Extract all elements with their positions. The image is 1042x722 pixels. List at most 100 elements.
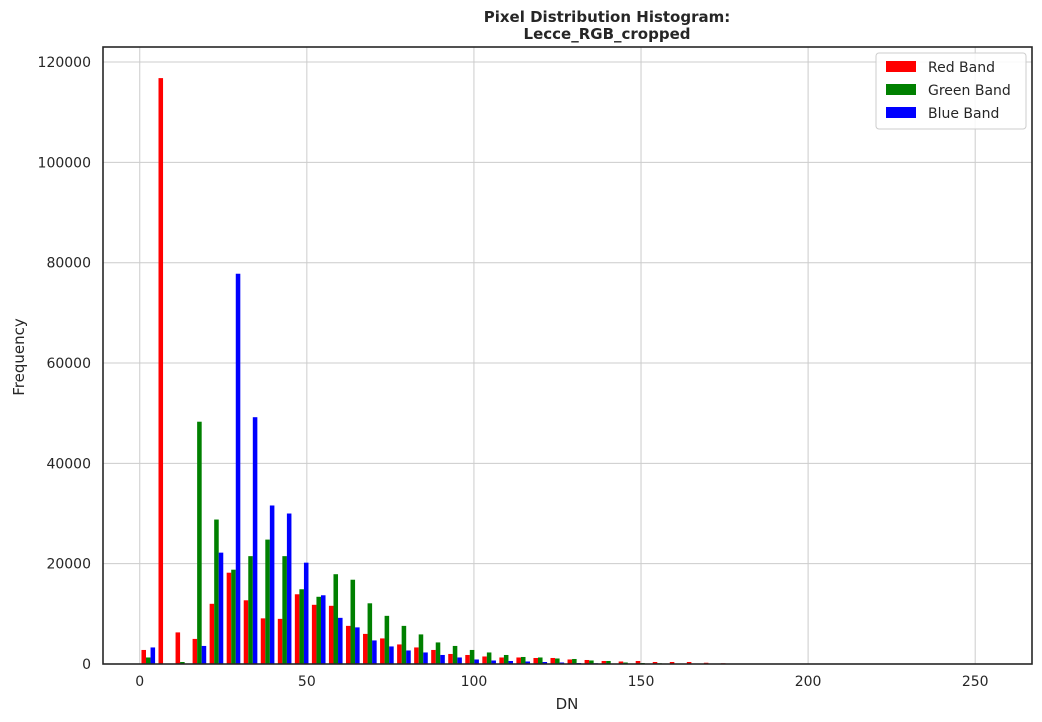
bar-green-band <box>180 661 185 664</box>
bar-green-band <box>231 569 236 664</box>
bar-blue-band <box>150 647 156 664</box>
bar-blue-band <box>525 661 531 664</box>
bar-blue-band <box>440 654 445 664</box>
bar-green-band <box>435 642 441 664</box>
chart-title-line1: Pixel Distribution Histogram: <box>484 8 731 26</box>
bar-red-band <box>669 661 675 664</box>
bar-red-band <box>345 625 351 664</box>
bar-red-band <box>550 657 556 664</box>
y-tick-label: 100000 <box>38 155 91 171</box>
bar-red-band <box>277 618 283 664</box>
bar-red-band <box>192 638 198 664</box>
bar-green-band <box>572 658 577 664</box>
bar-green-band <box>469 649 475 664</box>
x-tick-label: 50 <box>298 674 316 690</box>
grid-lines <box>103 47 1032 665</box>
bar-blue-band <box>320 595 326 664</box>
x-tick-label: 250 <box>962 674 989 690</box>
bar-green-band <box>606 660 611 664</box>
bar-red-band <box>482 656 487 664</box>
bar-green-band <box>248 556 253 664</box>
bar-green-band <box>316 596 321 664</box>
bar-blue-band <box>201 645 207 664</box>
bar-red-band <box>328 605 334 664</box>
bar-red-band <box>414 647 419 664</box>
legend-label-red: Red Band <box>928 60 995 76</box>
x-tick-label: 100 <box>461 674 488 690</box>
bar-blue-band <box>389 646 394 664</box>
bar-green-band <box>537 657 543 664</box>
bar-green-band <box>265 539 270 664</box>
bar-red-band <box>141 649 147 664</box>
legend-swatch-red <box>886 61 916 72</box>
bar-blue-band <box>269 505 275 664</box>
bar-red-band <box>465 654 470 664</box>
bar-red-band <box>567 659 573 664</box>
bar-green-band <box>401 625 407 664</box>
bar-red-band <box>499 657 504 664</box>
bar-red-band <box>448 653 453 664</box>
bar-blue-band <box>508 660 513 664</box>
bar-green-band <box>350 579 356 664</box>
bar-blue-band <box>542 661 548 664</box>
bar-green-band <box>367 603 373 664</box>
bar-blue-band <box>252 417 258 664</box>
bar-red-band <box>618 661 624 664</box>
y-tick-label: 40000 <box>46 456 91 472</box>
bar-blue-band <box>303 562 309 664</box>
bar-red-band <box>260 618 266 664</box>
bar-blue-band <box>423 652 428 664</box>
bar-green-band <box>486 652 492 664</box>
bar-green-band <box>214 519 219 664</box>
bar-blue-band <box>491 660 496 664</box>
bar-green-band <box>299 589 304 664</box>
bar-blue-band <box>286 513 292 664</box>
bar-red-band <box>601 660 607 664</box>
x-tick-labels: 0 50 100 150 200 250 <box>135 674 988 690</box>
bar-green-band <box>384 615 390 664</box>
bar-red-band <box>209 603 215 664</box>
bar-blue-band <box>338 617 343 664</box>
bar-red-band <box>158 78 164 664</box>
bar-red-band <box>311 604 317 664</box>
bar-green-band <box>197 421 202 664</box>
bar-red-band <box>294 594 300 664</box>
bar-blue-band <box>218 552 224 664</box>
x-tick-label: 200 <box>795 674 822 690</box>
bar-red-band <box>175 632 181 664</box>
bar-red-band <box>516 657 521 664</box>
bar-red-band <box>397 644 402 664</box>
bar-green-band <box>555 658 560 664</box>
bar-red-band <box>226 572 232 664</box>
y-tick-labels: 0 20000 40000 60000 80000 100000 120000 <box>38 55 91 673</box>
legend-label-green: Green Band <box>928 83 1011 99</box>
bar-green-band <box>418 634 424 664</box>
bar-green-band <box>146 657 151 664</box>
bar-red-band <box>533 657 538 664</box>
bar-green-band <box>589 660 594 664</box>
legend-label-blue: Blue Band <box>928 106 999 122</box>
bar-red-band <box>635 660 641 664</box>
bar-blue-band <box>457 657 462 664</box>
bar-blue-band <box>474 659 479 664</box>
bar-red-band <box>363 633 368 664</box>
y-tick-label: 60000 <box>46 356 91 372</box>
bar-blue-band <box>372 640 377 664</box>
bar-green-band <box>452 645 458 664</box>
bar-blue-band <box>355 627 360 664</box>
x-axis-label: DN <box>556 695 579 713</box>
y-tick-label: 80000 <box>46 256 91 272</box>
chart-title-line2: Lecce_RGB_cropped <box>524 25 691 43</box>
y-axis-label: Frequency <box>10 318 28 396</box>
plot-frame <box>102 46 1033 665</box>
bar-green-band <box>333 574 339 664</box>
legend-swatch-blue <box>886 107 916 118</box>
bars <box>141 78 991 665</box>
bar-red-band <box>584 659 590 664</box>
bar-green-band <box>503 654 509 664</box>
bar-red-band <box>243 600 249 664</box>
legend-swatch-green <box>886 84 916 95</box>
bar-green-band <box>282 556 287 664</box>
bar-red-band <box>686 661 692 664</box>
